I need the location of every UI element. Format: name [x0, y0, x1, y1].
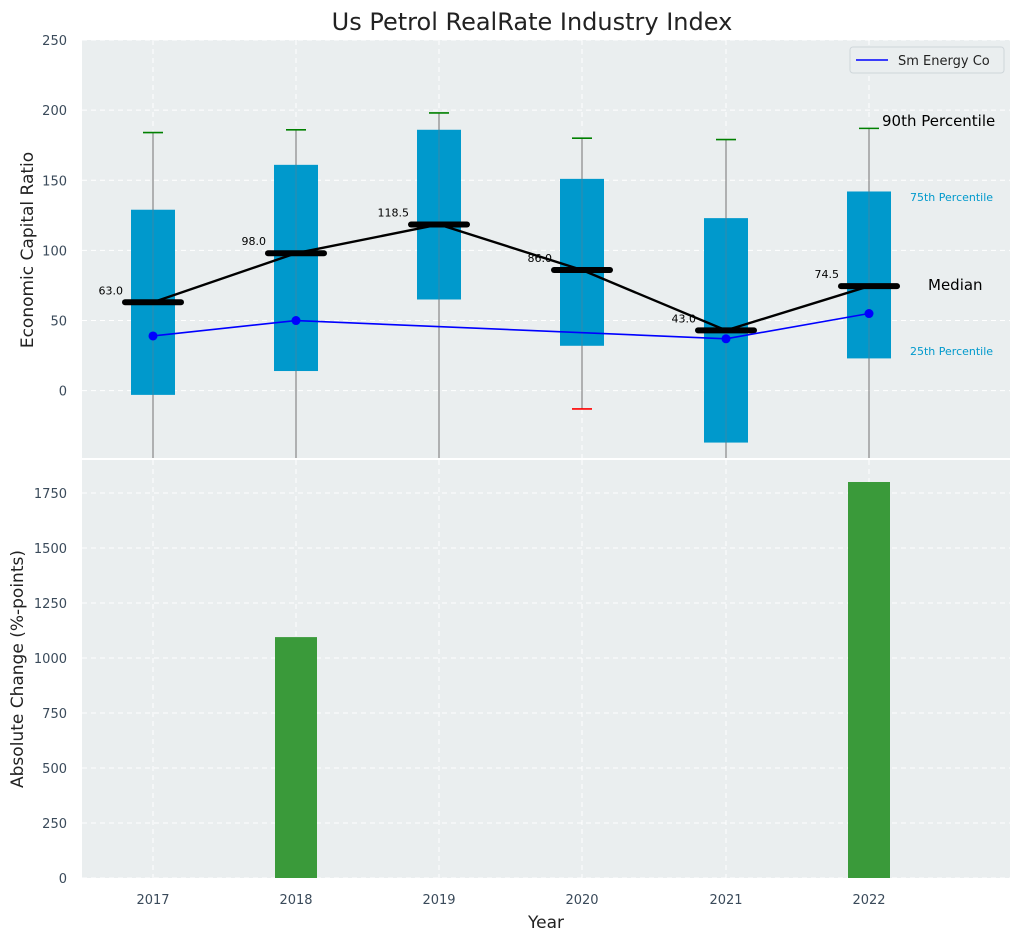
- axes-text: 0 50 100 150 200 250 0 250 500 750 1000 1250 1500 175…: [34, 34, 886, 908]
- chart-title: Us Petrol RealRate Industry Index: [332, 8, 733, 36]
- x-tick-label: 2018: [279, 893, 312, 908]
- box-plot-layer: 63.0 98.0 118.5 86.0 43.0 74.5: [99, 112, 900, 458]
- top-y-tick-label: 200: [42, 104, 67, 119]
- x-tick-label: 2021: [709, 893, 742, 908]
- legend-label: Sm Energy Co: [898, 54, 990, 69]
- x-tick-label: 2020: [565, 893, 598, 908]
- top-y-tick-label: 250: [42, 34, 67, 49]
- bottom-gridlines: [82, 460, 1010, 879]
- x-tick-label: 2017: [136, 893, 169, 908]
- top-y-tick-label: 100: [42, 244, 67, 259]
- company-series-point: [721, 334, 731, 344]
- median-value-label: 43.0: [672, 312, 697, 325]
- bottom-y-tick-label: 1750: [34, 487, 67, 502]
- bottom-y-tick-label: 750: [42, 707, 67, 722]
- company-series-line: [152, 312, 870, 340]
- x-tick-label: 2019: [422, 893, 455, 908]
- bottom-y-tick-label: 0: [59, 872, 67, 887]
- median-value-label: 63.0: [99, 284, 124, 297]
- top-y-tick-label: 150: [42, 174, 67, 189]
- bar-layer: [275, 482, 890, 878]
- bottom-y-tick-label: 250: [42, 817, 67, 832]
- top-y-tick-label: 50: [50, 315, 67, 330]
- company-series-point: [864, 309, 874, 319]
- change-bar: [848, 482, 890, 878]
- annotation-25th-percentile: 25th Percentile: [910, 345, 993, 358]
- legend: Sm Energy Co: [849, 46, 1005, 74]
- company-series-point: [148, 331, 158, 341]
- annotation-90th-percentile: 90th Percentile: [882, 112, 995, 130]
- legend-frame: [849, 46, 1005, 74]
- bottom-y-tick-label: 1250: [34, 597, 67, 612]
- median-value-label: 74.5: [815, 268, 840, 281]
- bottom-y-tick-label: 1500: [34, 542, 67, 557]
- annotation-median: Median: [928, 276, 983, 294]
- median-trend-line: [152, 223, 870, 332]
- x-axis-label: Year: [527, 913, 564, 933]
- bottom-y-tick-label: 500: [42, 762, 67, 777]
- x-tick-label: 2022: [852, 893, 885, 908]
- median-value-label: 86.0: [528, 252, 553, 265]
- annotation-75th-percentile: 75th Percentile: [910, 191, 993, 204]
- company-series-point: [291, 316, 301, 326]
- median-value-label: 98.0: [242, 235, 267, 248]
- median-value-label: 118.5: [378, 206, 410, 219]
- bottom-y-axis-label: Absolute Change (%-points): [8, 550, 28, 788]
- top-y-tick-label: 0: [59, 385, 67, 400]
- change-bar: [275, 637, 317, 878]
- bottom-y-tick-label: 1000: [34, 652, 67, 667]
- top-y-axis-label: Economic Capital Ratio: [18, 152, 38, 348]
